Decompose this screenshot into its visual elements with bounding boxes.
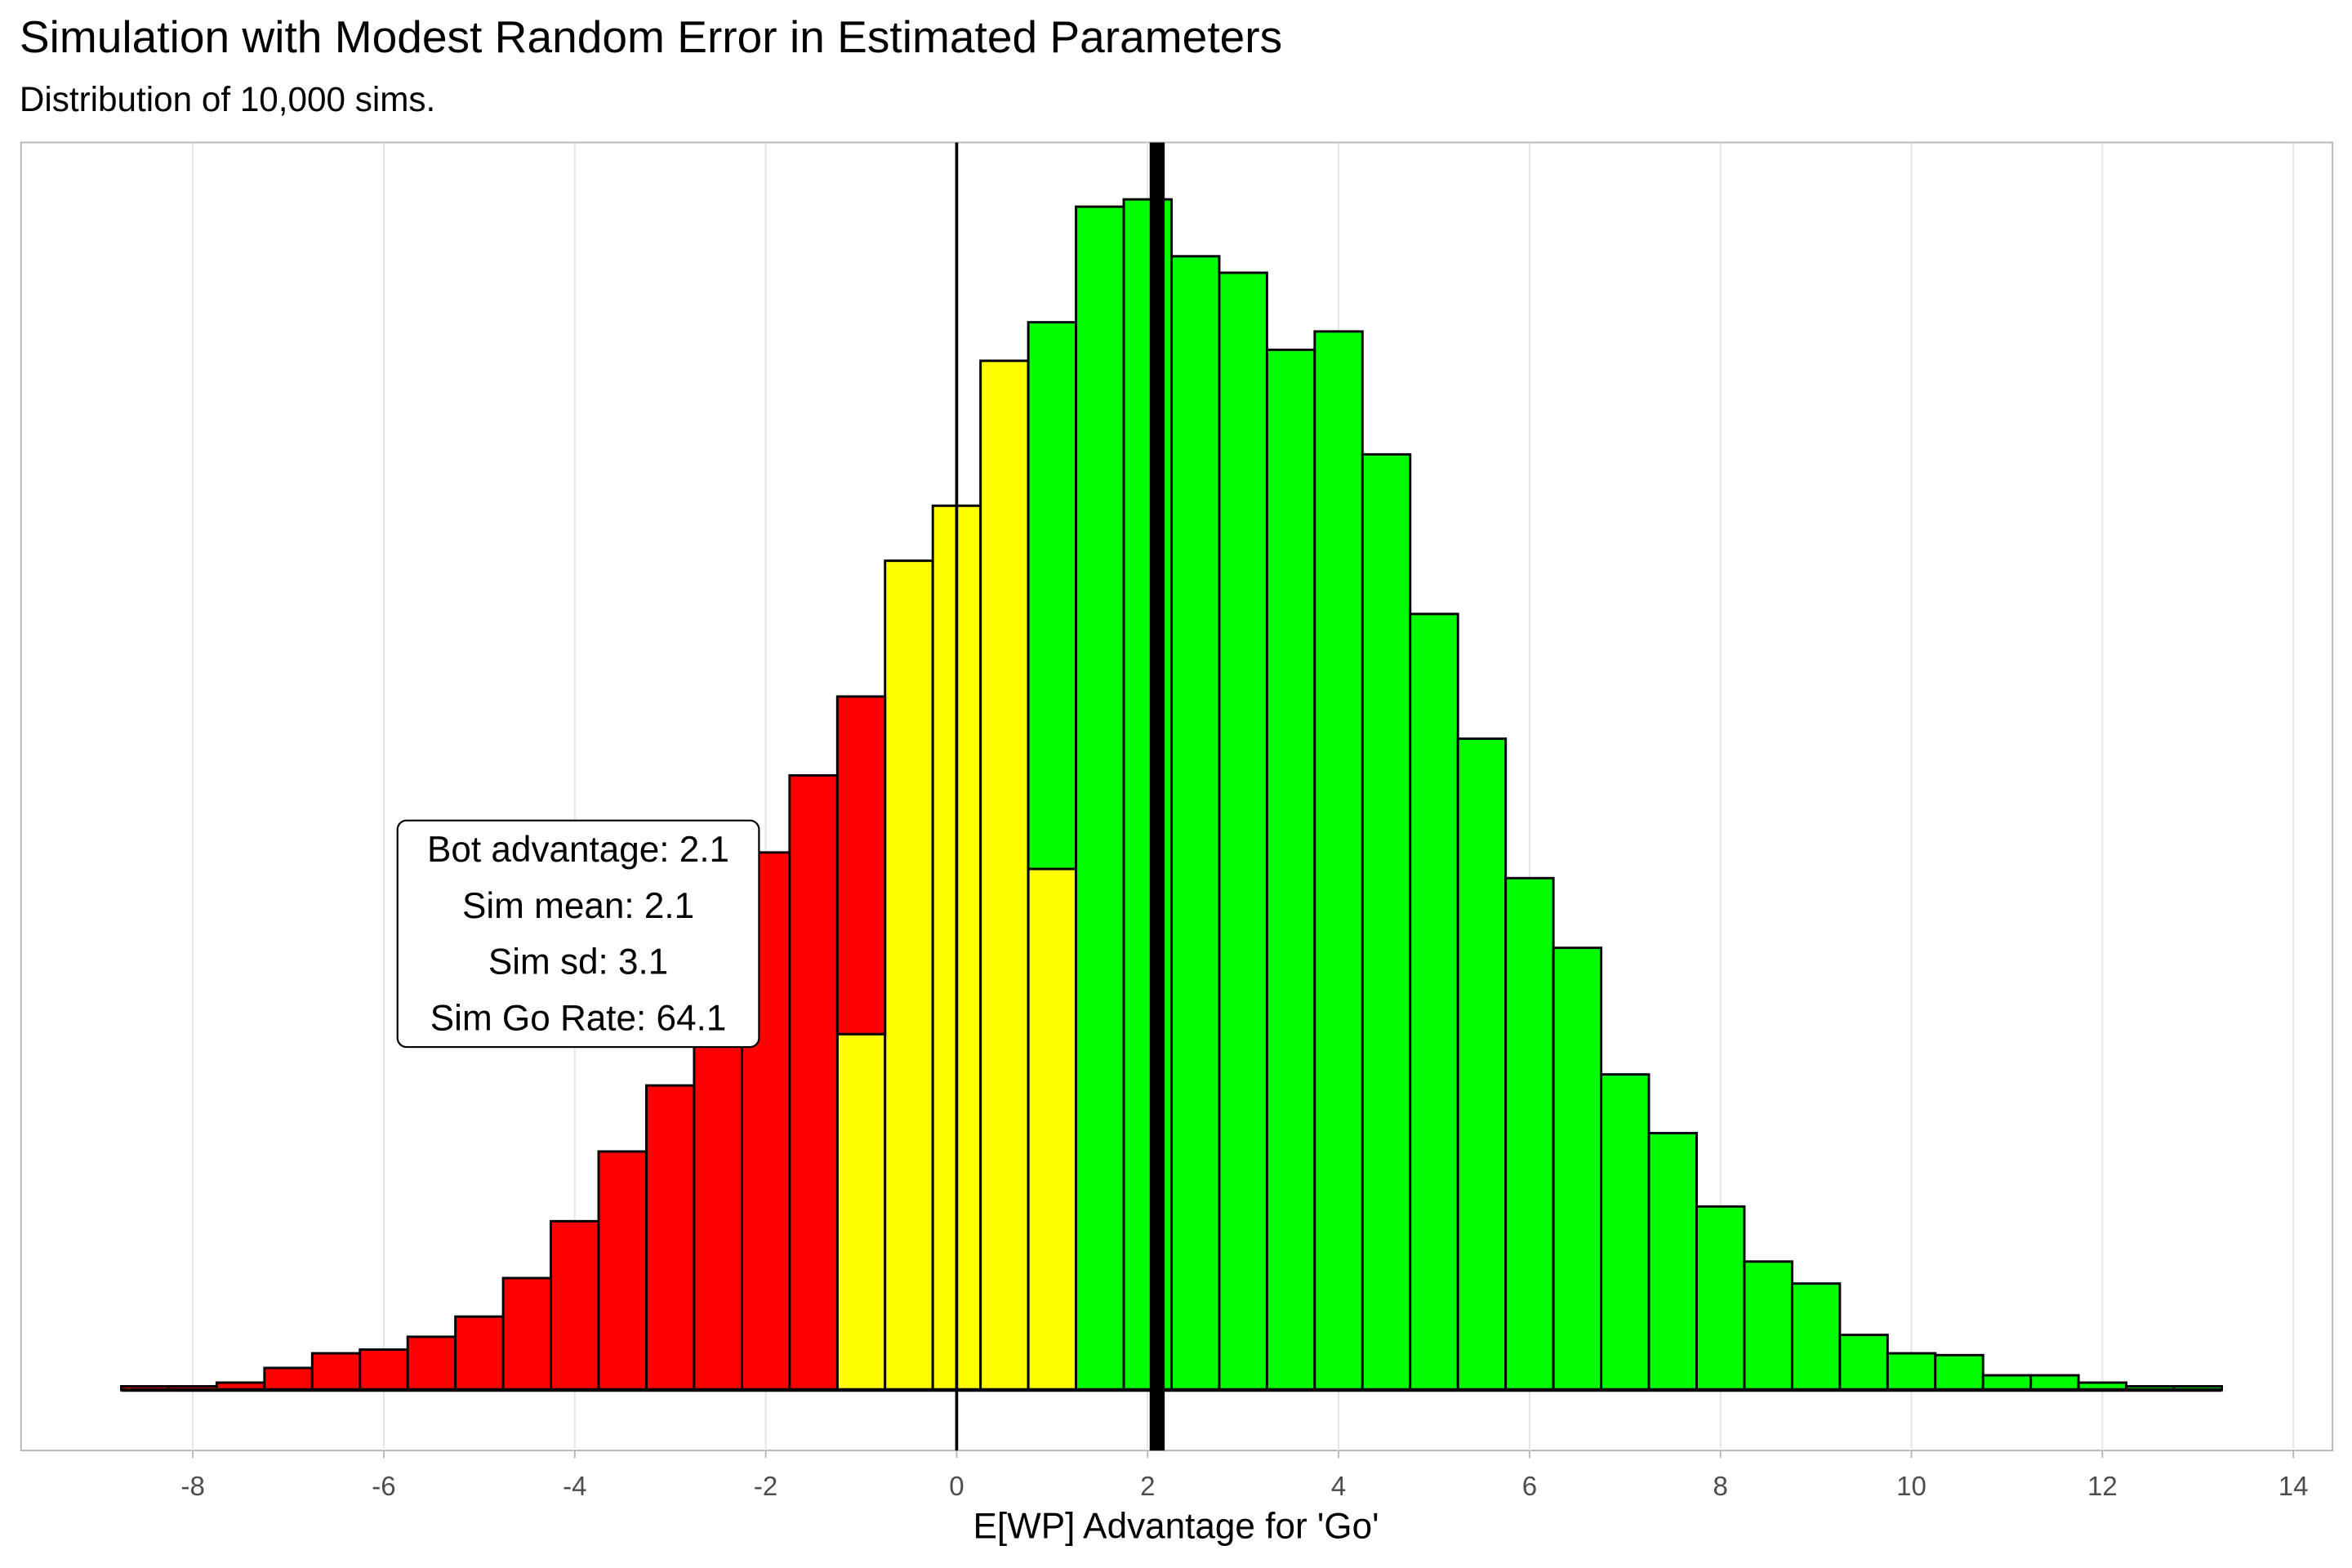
x-tick-label: 4 — [1331, 1472, 1346, 1502]
histogram-bar — [1504, 876, 1555, 1392]
histogram-bar — [788, 774, 839, 1392]
histogram-bar — [2029, 1374, 2080, 1392]
annotation-text: Bot advantage: 2.1 — [427, 830, 729, 870]
annotation-text: Sim Go Rate: 64.1 — [430, 999, 727, 1039]
histogram-bar — [550, 1219, 600, 1392]
histogram-bar — [406, 1335, 457, 1392]
x-tick-label: 6 — [1522, 1472, 1537, 1502]
histogram-bar — [835, 1032, 887, 1392]
histogram-bar — [884, 559, 934, 1392]
histogram-bar — [1981, 1374, 2033, 1392]
histogram-bar — [979, 359, 1030, 1392]
histogram-bar — [1456, 737, 1508, 1392]
annotation-box — [396, 819, 760, 1049]
histogram-bar — [263, 1366, 314, 1392]
histogram-bar — [501, 1276, 553, 1392]
histogram-bar — [1361, 452, 1412, 1392]
histogram-bar — [1075, 205, 1125, 1392]
histogram-bar — [1695, 1205, 1746, 1392]
histogram-bar — [1790, 1282, 1842, 1392]
histogram-bar — [1265, 348, 1316, 1392]
histogram-bar — [1934, 1353, 1984, 1392]
annotation: Bot advantage: 2.1 Sim mean: 2.1 Sim sd: 3… — [396, 819, 760, 1049]
histogram-bar — [1313, 330, 1364, 1392]
histogram-bar — [1027, 867, 1078, 1392]
histogram-bar — [1170, 255, 1221, 1392]
histogram-bar — [310, 1352, 362, 1392]
annotation-text: Sim sd: 3.1 — [488, 942, 668, 982]
chart-subtitle: Distribution of 10,000 sims. — [20, 80, 435, 118]
x-tick-label: -4 — [563, 1472, 586, 1502]
x-axis-label: E[WP] Advantage for 'Go' — [973, 1506, 1379, 1546]
x-tick-label: 12 — [2087, 1472, 2118, 1502]
annotation-text: Sim mean: 2.1 — [462, 886, 694, 926]
histogram-bar — [1743, 1260, 1793, 1392]
histogram-bar — [359, 1348, 409, 1392]
chart-title: Simulation with Modest Random Error in E… — [20, 11, 1282, 62]
histogram-bar — [454, 1315, 505, 1392]
x-tick-label: 10 — [1896, 1472, 1927, 1502]
x-tick-label: 8 — [1713, 1472, 1728, 1502]
histogram-bar — [1838, 1334, 1889, 1392]
histogram-bar — [597, 1150, 648, 1392]
x-tick-label: 14 — [2278, 1472, 2309, 1502]
histogram-bar — [1409, 612, 1459, 1392]
x-tick-label: -6 — [372, 1472, 395, 1502]
x-tick-label: -8 — [180, 1472, 204, 1502]
histogram-bar — [1600, 1073, 1650, 1392]
histogram-bar — [1647, 1132, 1698, 1392]
histogram-bar — [1218, 271, 1268, 1392]
histogram-bar — [1027, 321, 1078, 871]
x-tick-label: -2 — [754, 1472, 777, 1502]
histogram-bar — [1886, 1352, 1937, 1392]
x-tick-label: 0 — [949, 1472, 964, 1502]
histogram-bar — [1552, 947, 1603, 1392]
x-tick-label: 2 — [1140, 1472, 1155, 1502]
histogram-bar — [645, 1084, 696, 1392]
histogram-bar — [835, 695, 887, 1036]
